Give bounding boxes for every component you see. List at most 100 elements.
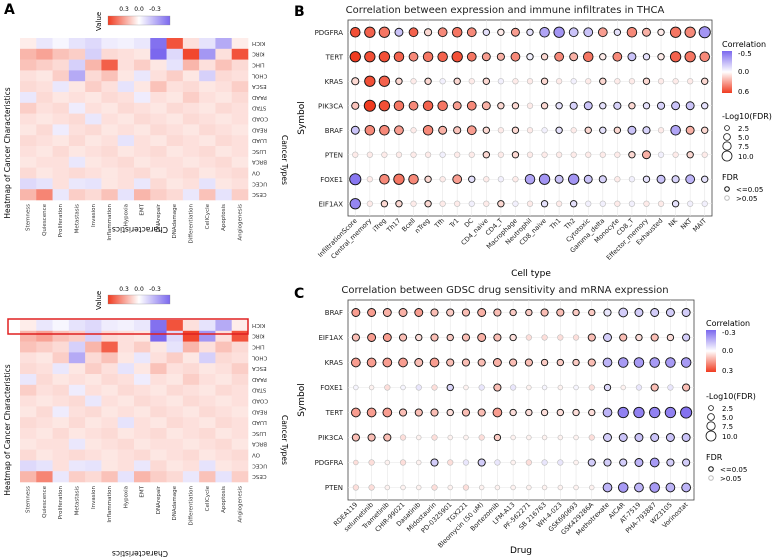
heatmap-col-label: Apoptosis: [221, 204, 227, 231]
dot: [477, 333, 487, 342]
heatmap-col-label: DNAdamage: [172, 203, 178, 238]
dot: [410, 151, 417, 158]
heatmap-cell: [117, 38, 135, 50]
heatmap-cell: [117, 48, 135, 60]
b-color-legend-tick-1: 0.0: [738, 68, 749, 76]
dot: [618, 433, 628, 442]
heatmap-cell: [101, 102, 119, 114]
heatmap-cell: [166, 428, 184, 440]
col-label: Th17: [384, 217, 402, 235]
dot: [556, 151, 563, 158]
heatmap-cell: [150, 113, 167, 125]
heatmap-cell: [182, 384, 200, 396]
heatmap-cell: [68, 38, 86, 50]
heatmap-cell: [68, 146, 86, 158]
heatmap-cell: [182, 320, 200, 332]
dot: [366, 200, 373, 207]
a-bottom-right-label: Cancer Types: [280, 415, 289, 465]
dot: [554, 51, 564, 62]
heatmap-cell: [117, 460, 135, 472]
heatmap-row-label: PAAD: [252, 94, 267, 100]
dot: [627, 52, 637, 62]
dotplot-c: Correlation between GDSC drug sensitivit…: [297, 285, 756, 556]
row-label: TERT: [325, 409, 344, 417]
dot: [526, 53, 534, 61]
col-label: NK: [667, 216, 680, 229]
b-size-legend-label-3: 10.0: [738, 153, 754, 161]
dot: [569, 101, 578, 110]
c-size-legend-dot-3: [705, 430, 717, 442]
heatmap-col-label: Invasion: [91, 203, 97, 226]
a-top-legend-tick-2: -0.3: [149, 6, 161, 13]
b-fdr-legend-dot-1: [724, 195, 730, 201]
heatmap-cell: [36, 449, 53, 461]
heatmap-cell: [68, 341, 86, 353]
b-fdr-legend-label-0: <=0.05: [736, 186, 763, 194]
dot: [613, 126, 622, 134]
dot: [572, 358, 580, 367]
dot: [353, 459, 359, 466]
c-size-legend-label-3: 10.0: [722, 433, 738, 441]
dot: [512, 200, 519, 207]
heatmap-cell: [182, 113, 200, 125]
heatmap-cell: [231, 460, 249, 472]
heatmap-cell: [101, 428, 119, 440]
dot: [353, 384, 359, 391]
dot: [587, 358, 596, 367]
heatmap-row-label: UCEC: [252, 180, 267, 186]
heatmap-cell: [85, 363, 102, 375]
heatmap-cell: [134, 352, 151, 364]
dot: [614, 176, 621, 183]
dot: [364, 75, 376, 87]
dot: [351, 77, 360, 86]
heatmap-cell: [182, 471, 200, 483]
dot: [364, 26, 376, 38]
heatmap-cell: [68, 81, 86, 93]
dot: [667, 384, 674, 391]
heatmap-cell: [215, 178, 233, 190]
heatmap-cell: [166, 471, 184, 483]
heatmap-row-label: KIRC: [252, 51, 265, 57]
dot: [587, 458, 596, 467]
heatmap-cell: [20, 449, 37, 461]
heatmap-cell: [85, 320, 102, 332]
dot: [478, 434, 485, 441]
dot: [687, 200, 694, 207]
dot: [686, 151, 694, 159]
dot: [493, 308, 502, 317]
dot: [424, 28, 433, 37]
c-color-legend-tick-0: -0.3: [722, 329, 736, 337]
heatmap-cell: [20, 460, 37, 472]
heatmap-cell: [36, 189, 53, 201]
heatmap-cell: [150, 428, 167, 440]
heatmap-cell: [85, 395, 102, 407]
dot: [350, 125, 360, 135]
heatmap-cell: [231, 374, 249, 386]
dot: [461, 308, 471, 317]
heatmap-cell: [215, 48, 233, 60]
dot: [557, 484, 564, 491]
dot: [681, 482, 691, 493]
heatmap-cell: [85, 81, 102, 93]
dot: [642, 102, 651, 110]
dot: [446, 308, 455, 317]
heatmap-cell: [101, 352, 119, 364]
heatmap-cell: [215, 92, 233, 104]
heatmap-cell: [166, 124, 184, 136]
heatmap-col-label: Inflammation: [107, 204, 113, 241]
heatmap-cell: [68, 59, 86, 71]
heatmap-cell: [150, 48, 167, 60]
dot: [431, 484, 438, 491]
dot: [557, 334, 564, 341]
dot: [437, 27, 448, 38]
heatmap-cell: [52, 406, 70, 418]
dot: [650, 308, 660, 317]
a-top-cells: [20, 38, 249, 201]
heatmap-row-label: LUAD: [252, 419, 267, 425]
dot: [414, 358, 424, 367]
dot: [684, 26, 696, 38]
dot: [509, 308, 517, 317]
heatmap-cell: [117, 449, 135, 461]
dot: [685, 174, 696, 185]
heatmap-cell: [166, 384, 184, 396]
